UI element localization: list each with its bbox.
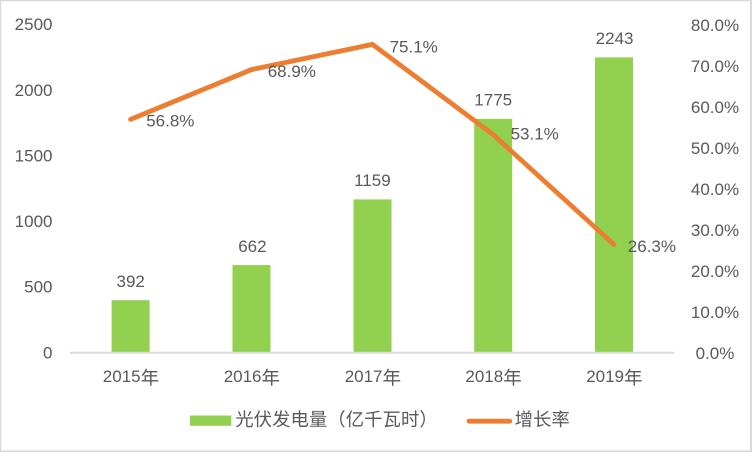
svg-text:40.0%: 40.0% [691, 180, 739, 199]
svg-text:56.8%: 56.8% [146, 111, 194, 130]
svg-text:50.0%: 50.0% [691, 139, 739, 158]
svg-text:662: 662 [238, 237, 266, 256]
svg-text:80.0%: 80.0% [691, 16, 739, 35]
svg-text:1159: 1159 [354, 171, 391, 190]
svg-text:10.0%: 10.0% [691, 303, 739, 322]
svg-text:53.1%: 53.1% [511, 125, 559, 144]
svg-text:2500: 2500 [15, 15, 53, 34]
svg-text:500: 500 [24, 278, 52, 297]
svg-text:1775: 1775 [474, 91, 512, 110]
svg-text:60.0%: 60.0% [691, 98, 739, 117]
svg-text:68.9%: 68.9% [268, 62, 316, 81]
svg-text:26.3%: 26.3% [628, 237, 676, 256]
svg-text:2000: 2000 [15, 81, 53, 100]
svg-text:70.0%: 70.0% [691, 57, 739, 76]
svg-text:1500: 1500 [15, 146, 53, 165]
svg-text:20.0%: 20.0% [691, 262, 739, 281]
svg-text:392: 392 [117, 272, 145, 291]
svg-text:2017: 2017 [345, 367, 383, 386]
svg-text:2015: 2015 [103, 367, 141, 386]
svg-text:75.1%: 75.1% [390, 37, 438, 56]
svg-text:2019: 2019 [586, 367, 624, 386]
svg-text:2243: 2243 [596, 29, 634, 48]
svg-text:30.0%: 30.0% [691, 221, 739, 240]
svg-text:0.0%: 0.0% [696, 344, 735, 363]
svg-text:2016: 2016 [224, 367, 262, 386]
svg-text:0: 0 [43, 343, 52, 362]
svg-text:1000: 1000 [15, 212, 53, 231]
svg-text:2018: 2018 [465, 367, 503, 386]
